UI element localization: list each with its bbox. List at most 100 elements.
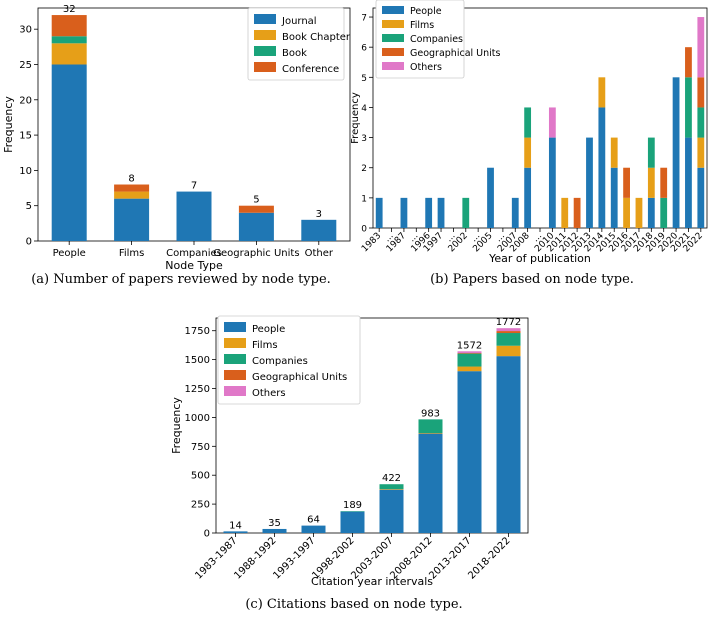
- legend-swatch: [224, 386, 246, 396]
- bar-segment-films: [561, 198, 568, 228]
- panel-b-chart: 012345671983...1987...19961997...2002...…: [350, 0, 707, 265]
- y-tick-label: 15: [19, 131, 32, 142]
- bar-segment-people: [697, 168, 704, 228]
- bar-segment-people: [458, 371, 482, 533]
- legend-label: Book Chapter: [282, 32, 351, 43]
- y-tick-label: 25: [19, 60, 32, 71]
- bar-segment-people: [586, 138, 593, 228]
- x-tick-label: 2018-2022: [466, 535, 512, 581]
- bar-total-label: 7: [191, 181, 197, 192]
- bar-total-label: 189: [343, 500, 362, 511]
- y-tick-label: 3: [361, 134, 367, 144]
- legend-swatch: [382, 62, 404, 70]
- bar-segment-films: [380, 489, 404, 490]
- bar-segment-others: [497, 328, 521, 331]
- bar-segment-companies: [380, 484, 404, 489]
- caption-a: (a) Number of papers reviewed by node ty…: [31, 272, 331, 287]
- y-axis-label: Frequency: [350, 92, 361, 144]
- y-tick-label: 1250: [185, 384, 210, 395]
- y-tick-label: 6: [361, 44, 367, 54]
- bar-segment-people: [263, 529, 287, 533]
- bar-segment-people: [549, 138, 556, 228]
- panel-a-chart: 051015202530People32Films8Companies7Geog…: [2, 4, 351, 272]
- bar-segment-journal: [52, 64, 87, 241]
- legend-swatch: [224, 370, 246, 380]
- legend-label: Films: [410, 20, 434, 31]
- bar-total-label: 8: [128, 174, 134, 185]
- bar-segment-people: [673, 77, 680, 228]
- bar-segment-geographical-units: [574, 198, 581, 228]
- bar-segment-people: [425, 198, 432, 228]
- bar-segment-people: [497, 356, 521, 533]
- y-tick-label: 750: [191, 442, 210, 453]
- bar-segment-films: [497, 346, 521, 356]
- bar-segment-people: [438, 198, 445, 228]
- bar-segment-films: [458, 367, 482, 372]
- bar-segment-people: [487, 168, 494, 228]
- legend-swatch: [382, 34, 404, 42]
- caption-c: (c) Citations based on node type.: [245, 597, 462, 612]
- bar-total-label: 14: [229, 520, 242, 531]
- bar-segment-book-chapter: [114, 192, 149, 199]
- y-tick-label: 7: [361, 14, 367, 24]
- bar-segment-others: [549, 107, 556, 137]
- bar-total-label: 32: [63, 4, 76, 15]
- bar-total-label: 983: [421, 408, 440, 419]
- bar-segment-people: [341, 512, 365, 533]
- legend-label: Companies: [410, 34, 463, 45]
- legend-label: Journal: [281, 16, 317, 27]
- x-axis-label: Year of publication: [488, 252, 591, 265]
- bar-segment-films: [623, 198, 630, 228]
- caption-b: (b) Papers based on node type.: [430, 272, 634, 287]
- bar-segment-people: [611, 168, 618, 228]
- legend-label: Geographical Units: [252, 372, 347, 383]
- bar-segment-journal: [177, 192, 212, 241]
- bar-segment-companies: [524, 107, 531, 137]
- bar-segment-films: [419, 433, 443, 434]
- legend-label: Geographical Units: [410, 48, 501, 59]
- legend-swatch: [382, 48, 404, 56]
- bar-segment-book-chapter: [52, 43, 87, 64]
- bar-segment-films: [524, 138, 531, 168]
- bar-total-label: 1572: [457, 340, 482, 351]
- bar-segment-book: [52, 36, 87, 43]
- bar-segment-films: [697, 138, 704, 168]
- x-axis-label: Citation year intervals: [311, 575, 433, 588]
- bar-segment-people: [419, 434, 443, 533]
- bar-segment-films: [598, 77, 605, 107]
- bar-segment-films: [648, 168, 655, 198]
- bar-total-label: 5: [253, 195, 259, 206]
- bar-segment-people: [401, 198, 408, 228]
- y-tick-label: 2: [361, 164, 367, 174]
- bar-total-label: 1772: [496, 317, 521, 328]
- bar-segment-geographical-units: [685, 47, 692, 77]
- x-tick-label: 1983: [360, 231, 383, 254]
- y-tick-label: 0: [361, 225, 367, 235]
- bar-segment-people: [648, 198, 655, 228]
- bar-segment-companies: [458, 354, 482, 367]
- y-tick-label: 250: [191, 500, 210, 511]
- bar-segment-people: [512, 198, 519, 228]
- y-tick-label: 500: [191, 471, 210, 482]
- bar-segment-films: [636, 198, 643, 228]
- y-tick-label: 30: [19, 25, 32, 36]
- bar-segment-companies: [419, 419, 443, 433]
- legend-swatch: [254, 62, 276, 72]
- legend-label: Companies: [252, 356, 308, 367]
- y-tick-label: 5: [26, 201, 32, 212]
- y-tick-label: 10: [19, 166, 32, 177]
- bar-segment-films: [611, 138, 618, 168]
- legend-swatch: [254, 14, 276, 24]
- bar-segment-conference: [52, 15, 87, 36]
- y-tick-label: 1: [361, 194, 367, 204]
- bar-segment-conference: [114, 185, 149, 192]
- bar-total-label: 35: [268, 518, 281, 529]
- bar-segment-people: [524, 168, 531, 228]
- bar-segment-people: [380, 490, 404, 533]
- y-tick-label: 1000: [185, 413, 210, 424]
- bar-segment-geographical-units: [697, 77, 704, 107]
- bar-segment-companies: [648, 138, 655, 168]
